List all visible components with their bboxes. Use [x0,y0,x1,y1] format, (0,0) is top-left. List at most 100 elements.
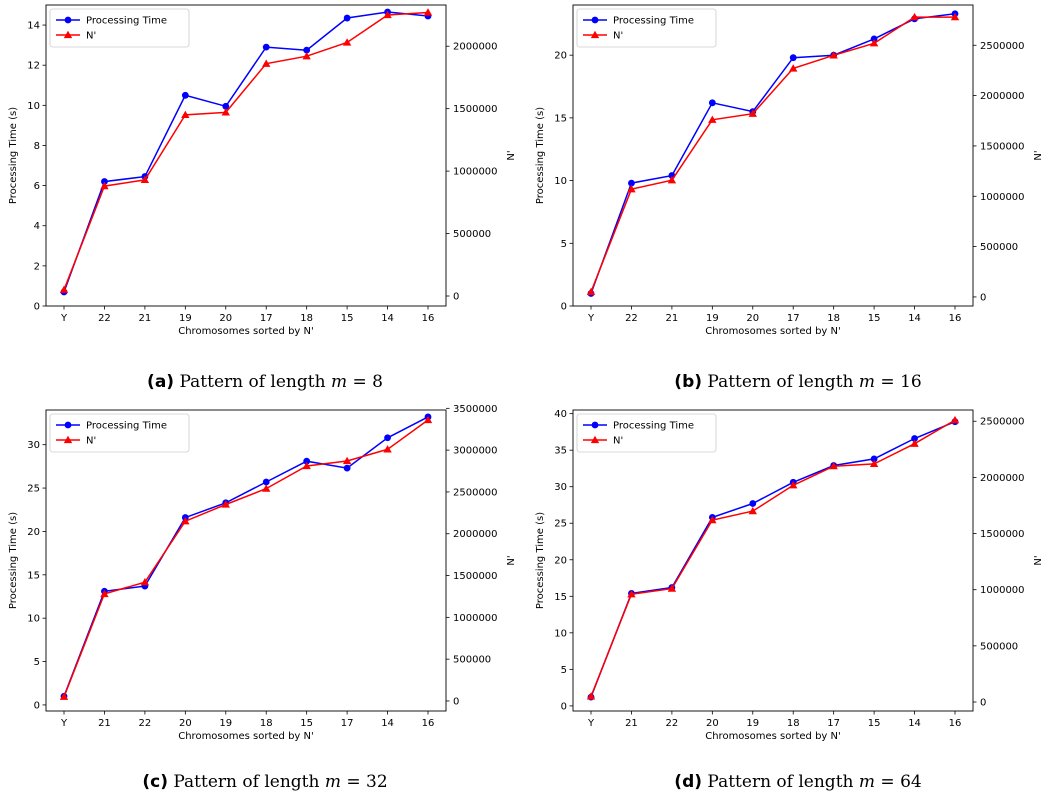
data-point-n-prime [383,10,392,19]
y-right-axis-label: N' [1033,555,1044,565]
data-point-n-prime [262,484,271,492]
data-point-n-prime [302,461,311,470]
chart-panel-b: Y 22 21 19 20 17 18 15 14 16 0 5 10 15 20 0 500000 100000… [535,4,1044,392]
x-axis-label: Chromosomes sorted by N' [705,731,841,742]
data-point-n-prime [221,500,230,508]
caption-variable: m [325,772,341,792]
y-left-tick-label: 15 [554,113,567,124]
caption-value: = 64 [875,772,922,792]
x-tick-label: 20 [219,313,232,324]
x-axis-label: Chromosomes sorted by N' [178,326,314,337]
y-left-tick-label: 4 [34,221,40,232]
data-point-processing-time [262,43,270,51]
data-point-processing-time [343,14,351,22]
y-left-tick-label: 20 [27,527,40,538]
y-left-axis-label: Processing Time (s) [535,512,546,609]
x-tick-label: 20 [179,718,192,729]
y-right-tick-label: 2500000 [980,41,1025,52]
data-point-n-prime [748,109,757,117]
data-point-processing-time [343,464,351,472]
data-point-n-prime [627,589,636,598]
caption-value: = 16 [875,372,922,392]
x-tick-label: 14 [908,313,921,324]
x-tick-label: 14 [381,313,394,324]
y-left-tick-label: 0 [561,701,567,712]
y-right-tick-label: 2000000 [453,42,498,53]
panel-caption: (c) Pattern of length m = 32 [142,772,387,792]
y-left-tick-label: 5 [34,657,40,668]
series-line-n-prime [63,11,429,291]
data-point-n-prime [829,51,838,59]
data-point-n-prime [262,59,271,67]
y-left-tick-label: 0 [34,700,40,711]
caption-text: Pattern of length [168,772,325,792]
data-point-processing-time [303,46,311,54]
y-right-tick-label: 2500000 [453,487,498,498]
x-tick-label: 15 [341,313,354,324]
y-right-tick-label: 1000000 [453,613,498,624]
legend: Processing Time N' [49,8,190,48]
y-left-tick-label: 6 [34,181,40,192]
x-tick-label: 18 [260,718,273,729]
x-tick-label: 22 [666,718,679,729]
y-right-tick-label: 2500000 [980,417,1025,428]
data-point-processing-time [101,178,108,185]
caption-tag: (c) [142,772,168,792]
legend-label: N' [86,31,96,42]
x-tick-label: 21 [625,718,638,729]
legend-frame [49,8,190,48]
x-tick-label: Y [60,313,68,324]
data-point-n-prime [181,517,190,525]
y-left-axis-label: Processing Time (s) [8,512,19,609]
y-left-tick-label: 30 [27,440,40,451]
caption-text: Pattern of length [702,772,859,792]
y-right-tick-label: 3500000 [453,404,498,415]
legend-label: Processing Time [613,16,694,27]
data-point-n-prime [950,12,960,21]
legend-label: Processing Time [86,16,167,27]
panel-caption: (b) Pattern of length m = 16 [674,372,921,392]
data-point-processing-time [303,457,311,465]
y-left-tick-label: 10 [554,176,567,187]
series-line-processing-time [590,421,956,698]
legend-frame [576,8,717,48]
data-point-n-prime [302,52,311,60]
x-tick-label: 21 [139,313,152,324]
data-point-n-prime [221,108,230,116]
panel-caption: (d) Pattern of length m = 64 [674,772,921,792]
x-tick-label: 20 [746,313,759,324]
data-point-n-prime [829,461,838,470]
y-right-tick-label: 2000000 [980,91,1025,102]
x-tick-label: 15 [868,313,881,324]
legend: Processing Time N' [49,413,190,453]
y-left-tick-label: 25 [554,519,567,530]
data-point-n-prime [59,692,69,700]
y-left-tick-label: 0 [561,302,567,313]
data-point-processing-time [870,35,878,43]
x-tick-label: 21 [98,718,111,729]
x-tick-label: 16 [422,313,435,324]
series-line-n-prime [590,419,956,697]
legend-marker-circle [591,421,599,429]
data-point-n-prime [423,415,433,424]
y-left-tick-label: 15 [27,570,40,581]
y-right-tick-label: 1000000 [980,585,1025,596]
x-tick-label: 18 [827,313,840,324]
data-point-processing-time [708,99,716,107]
x-tick-label: 19 [219,718,232,729]
chart-panel-d: Y 21 22 20 19 18 17 15 14 16 0 5 10 15 20 25 30 35 40 0 5000… [535,409,1044,792]
legend-marker-triangle [63,435,73,444]
data-point-n-prime [667,175,677,184]
legend-marker-triangle [590,30,600,39]
x-tick-label: 19 [746,718,759,729]
legend-label: N' [613,436,623,447]
caption-variable: m [859,372,875,392]
y-left-tick-label: 8 [34,141,40,152]
data-point-n-prime [140,175,150,184]
data-point-n-prime [910,439,919,447]
y-left-tick-label: 10 [27,614,40,625]
chart-panel-a: Y 22 21 19 20 17 18 15 14 16 0 2 4 6 8 10 12 14 0 500000 100… [8,4,517,392]
y-left-tick-label: 14 [27,21,40,32]
legend-label: N' [613,31,623,42]
x-tick-label: 17 [787,313,800,324]
